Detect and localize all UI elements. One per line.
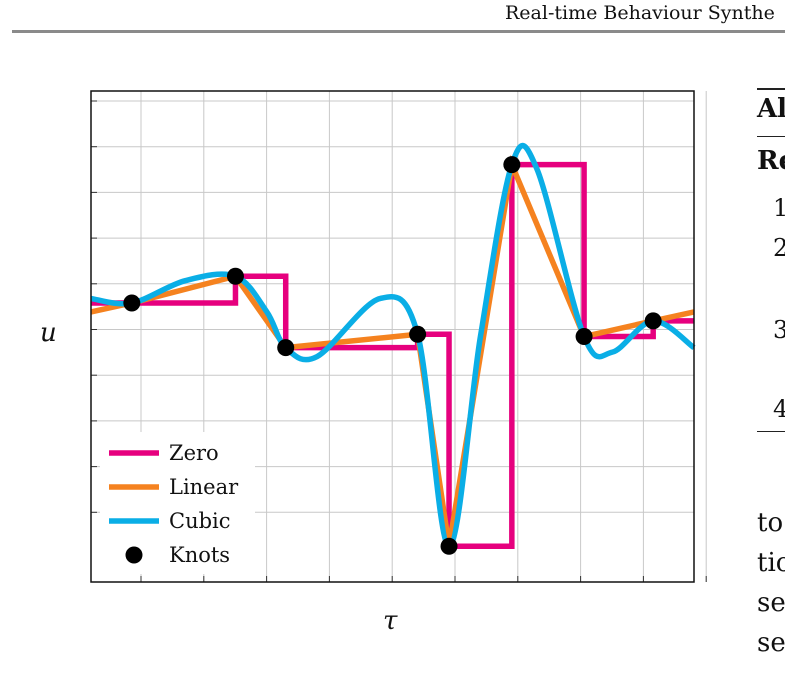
knots-layer: [123, 156, 662, 555]
knot-point: [277, 339, 295, 357]
running-title: Real-time Behaviour Synthe: [505, 2, 775, 24]
knot-point: [503, 156, 521, 174]
legend: Zero Linear Cubic Knots: [100, 432, 255, 574]
algorithm-line-number: 3: [773, 316, 785, 344]
algorithm-top-rule: [757, 88, 785, 90]
algorithm-line-number: 4: [773, 395, 785, 423]
body-text-line: to: [757, 508, 784, 538]
legend-label-cubic: Cubic: [169, 509, 231, 533]
knot-point: [226, 267, 244, 285]
knot-point: [123, 294, 141, 312]
body-text-line: se: [757, 588, 785, 618]
series-zero-line: [91, 161, 694, 550]
body-text-line: se: [757, 628, 785, 658]
knot-point: [409, 325, 427, 343]
legend-marker-knots: [125, 546, 143, 564]
algorithm-line-number: 1: [773, 194, 785, 222]
algorithm-mid-rule: [757, 136, 785, 137]
algorithm-title: Al: [757, 94, 785, 124]
body-text-line: tio: [757, 548, 785, 578]
grid: [91, 91, 707, 582]
plot-frame: [90, 90, 695, 583]
knot-point: [440, 537, 458, 555]
knot-point: [575, 328, 593, 345]
legend-label-zero: Zero: [169, 441, 219, 465]
knot-point: [644, 312, 662, 330]
legend-label-knots: Knots: [169, 543, 230, 567]
header-rule: [12, 30, 785, 33]
y-axis-label: u: [40, 318, 57, 348]
algorithm-line-number: 2: [773, 234, 785, 262]
legend-label-linear: Linear: [169, 475, 239, 499]
algorithm-bottom-rule: [757, 431, 785, 432]
algorithm-require-label: Re: [757, 146, 785, 176]
x-axis-label: τ: [383, 606, 398, 636]
